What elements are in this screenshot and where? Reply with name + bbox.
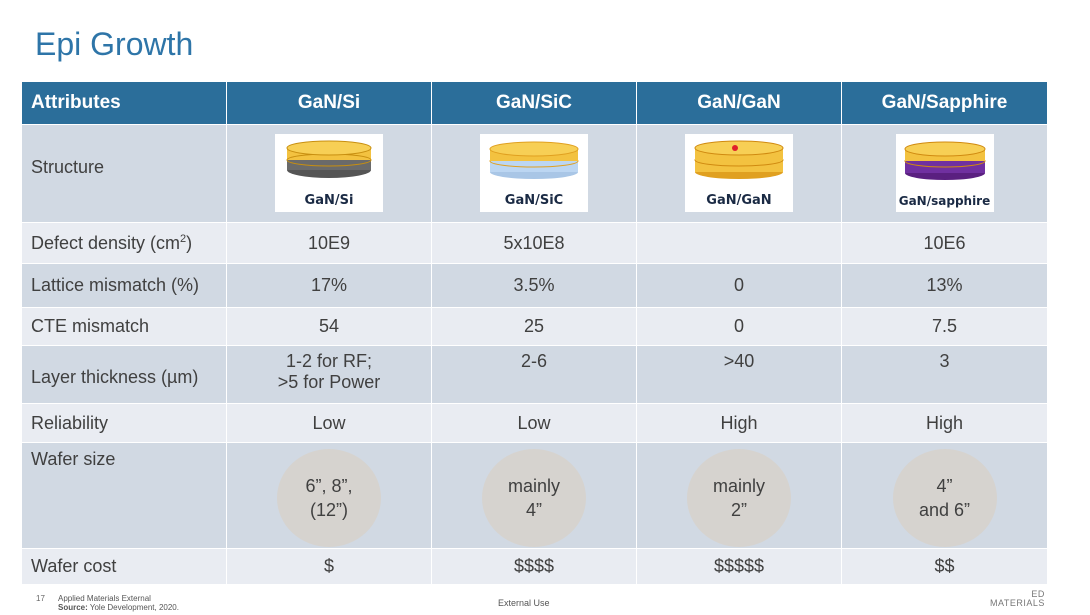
structure-cell-gan-gan: GaN/GaN xyxy=(636,124,842,223)
table-cell: 54 xyxy=(226,307,432,346)
header-row: Attributes GaN/Si GaN/SiC GaN/GaN GaN/Sa… xyxy=(21,81,1048,125)
structure-cell-gan-sic: GaN/SiC xyxy=(431,124,637,223)
header-gan-sapphire: GaN/Sapphire xyxy=(841,81,1048,125)
table-cell: High xyxy=(636,403,842,443)
wafer-caption-gan-sic: GaN/SiC xyxy=(504,193,564,208)
structure-cell-gan-si: GaN/Si xyxy=(226,124,432,223)
wafer-size-bubble: 6”, 8”, (12”) xyxy=(277,448,381,547)
header-gan-si: GaN/Si xyxy=(226,81,432,125)
row-label-wafer-cost: Wafer cost xyxy=(21,548,227,585)
row-label-defect-density: Defect density (cm2) xyxy=(21,222,227,264)
footer-classification: Applied Materials External xyxy=(58,594,151,603)
table-cell: 25 xyxy=(431,307,637,346)
table-cell: mainly 2” xyxy=(636,442,842,549)
wafer-caption-gan-si: GaN/Si xyxy=(304,193,354,208)
row-label-cte-mismatch: CTE mismatch xyxy=(21,307,227,346)
header-gan-sic: GaN/SiC xyxy=(431,81,637,125)
wafer-size-bubble: 4” and 6” xyxy=(892,448,997,547)
table-cell: >40 xyxy=(636,345,842,404)
table-cell: 13% xyxy=(841,263,1048,308)
table-cell: 0 xyxy=(636,307,842,346)
row-reliability: Reliability Low Low High High xyxy=(21,403,1048,443)
row-lattice-mismatch: Lattice mismatch (%) 17% 3.5% 0 13% xyxy=(21,263,1048,308)
table-cell: $$$$$ xyxy=(636,548,842,585)
row-label-structure: Structure xyxy=(21,124,227,223)
row-wafer-size: Wafer size 6”, 8”, (12”) mainly 4” mainl… xyxy=(21,442,1048,549)
wafer-diagram-gan-sic: GaN/SiC xyxy=(480,134,588,212)
header-gan-gan: GaN/GaN xyxy=(636,81,842,125)
table-cell: High xyxy=(841,403,1048,443)
table-cell: 7.5 xyxy=(841,307,1048,346)
row-structure: Structure GaN/Si xyxy=(21,124,1048,223)
table-cell: $ xyxy=(226,548,432,585)
table-cell: mainly 4” xyxy=(431,442,637,549)
wafer-diagram-gan-gan: GaN/GaN xyxy=(685,134,793,212)
table-cell: 3 xyxy=(841,345,1048,404)
table-cell: 6”, 8”, (12”) xyxy=(226,442,432,549)
wafer-diagram-gan-sapphire: GaN/sapphire xyxy=(895,134,994,212)
layer-thickness-line-1: 1-2 for RF; xyxy=(285,351,373,371)
row-label-layer-thickness: Layer thickness (µm) xyxy=(21,345,227,404)
table-cell: Low xyxy=(226,403,432,443)
page-number: 17 xyxy=(36,594,45,603)
row-wafer-cost: Wafer cost $ $$$$ $$$$$ $$ xyxy=(21,548,1048,585)
row-label-lattice-mismatch: Lattice mismatch (%) xyxy=(21,263,227,308)
slide-title: Epi Growth xyxy=(35,26,194,62)
table-cell: 1-2 for RF; >5 for Power xyxy=(226,345,432,404)
row-defect-density: Defect density (cm2) 10E9 5x10E8 10E6 xyxy=(21,222,1048,264)
table-cell: 4” and 6” xyxy=(841,442,1048,549)
row-label-wafer-size: Wafer size xyxy=(21,442,227,549)
wafer-size-bubble: mainly 2” xyxy=(687,448,791,547)
table-cell: 2-6 xyxy=(431,345,637,404)
structure-cell-gan-sapphire: GaN/sapphire xyxy=(841,124,1048,223)
footer-external-use: External Use xyxy=(498,598,550,608)
wafer-diagram-gan-si: GaN/Si xyxy=(275,134,383,212)
row-layer-thickness: Layer thickness (µm) 1-2 for RF; >5 for … xyxy=(21,345,1048,404)
table-cell: 3.5% xyxy=(431,263,637,308)
table-cell: $$$$ xyxy=(431,548,637,585)
table-cell: 10E6 xyxy=(841,222,1048,264)
table-cell: 5x10E8 xyxy=(431,222,637,264)
wafer-size-bubble: mainly 4” xyxy=(482,448,586,547)
table-cell xyxy=(636,222,842,264)
footer-source: Applied Materials External Source: Yole … xyxy=(58,594,179,612)
table-cell: Low xyxy=(431,403,637,443)
wafer-caption-gan-gan: GaN/GaN xyxy=(706,193,772,208)
pointer-dot xyxy=(732,145,738,151)
wafer-caption-gan-sapphire: GaN/sapphire xyxy=(898,194,991,208)
comparison-table: Attributes GaN/Si GaN/SiC GaN/GaN GaN/Sa… xyxy=(21,81,1048,585)
table-cell: $$ xyxy=(841,548,1048,585)
header-attributes: Attributes xyxy=(21,81,227,125)
row-label-reliability: Reliability xyxy=(21,403,227,443)
table-cell: 17% xyxy=(226,263,432,308)
table-cell: 0 xyxy=(636,263,842,308)
table-cell: 10E9 xyxy=(226,222,432,264)
layer-thickness-line-2: >5 for Power xyxy=(277,372,381,392)
company-logo: ED MATERIALS xyxy=(990,589,1045,608)
row-cte-mismatch: CTE mismatch 54 25 0 7.5 xyxy=(21,307,1048,346)
